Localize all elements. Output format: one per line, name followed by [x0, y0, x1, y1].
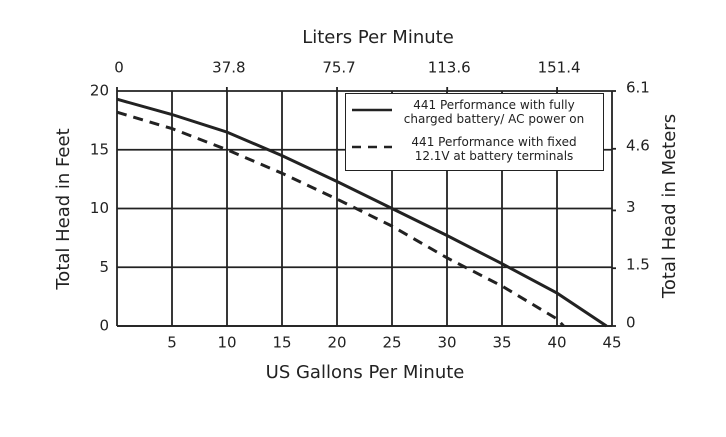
- legend-item: 441 Performance with fixed 12.1V at batt…: [346, 135, 603, 169]
- y2-tick-label: 6.1: [626, 79, 650, 97]
- y-tick-label: 15: [90, 140, 109, 158]
- legend-label: 441 Performance with fully charged batte…: [403, 98, 585, 126]
- x2-tick-label: 0: [114, 59, 124, 77]
- x-tick-label: 45: [602, 334, 621, 352]
- legend-item: 441 Performance with fully charged batte…: [346, 98, 603, 132]
- y-tick-label: 20: [90, 82, 109, 100]
- x-tick-label: 5: [167, 334, 177, 352]
- y2-tick-label: 1.5: [626, 256, 650, 274]
- x-tick-label: 30: [437, 334, 456, 352]
- x-tick-label: 40: [547, 334, 566, 352]
- x2-tick-label: 151.4: [538, 59, 581, 77]
- x-tick-label: 25: [382, 334, 401, 352]
- y-tick-label: 5: [99, 258, 109, 276]
- x-tick-label: 35: [492, 334, 511, 352]
- legend: 441 Performance with fully charged batte…: [345, 93, 604, 171]
- x-tick-label: 20: [327, 334, 346, 352]
- series-line: [116, 97, 608, 328]
- series-line: [116, 110, 565, 328]
- y-tick-label: 10: [90, 199, 109, 217]
- y2-tick-label: 4.6: [626, 136, 650, 154]
- y-axis-title: Total Head in Feet: [53, 128, 74, 290]
- x-tick-label: 10: [217, 334, 236, 352]
- y2-tick-label: 0: [626, 314, 636, 332]
- legend-swatch: [352, 145, 392, 149]
- legend-label: 441 Performance with fixed 12.1V at batt…: [411, 135, 577, 163]
- x2-tick-label: 37.8: [212, 59, 245, 77]
- x-axis-title: US Gallons Per Minute: [266, 362, 465, 383]
- x2-tick-label: 75.7: [322, 59, 355, 77]
- x2-axis-title: Liters Per Minute: [302, 27, 454, 48]
- legend-swatch: [352, 108, 392, 112]
- y2-tick-label: 3: [626, 198, 636, 216]
- y2-axis-title: Total Head in Meters: [659, 114, 680, 299]
- x-tick-label: 15: [272, 334, 291, 352]
- y-tick-label: 0: [99, 317, 109, 335]
- x2-tick-label: 113.6: [428, 59, 471, 77]
